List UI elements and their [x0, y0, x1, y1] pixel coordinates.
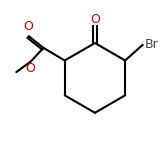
Text: O: O	[23, 20, 33, 33]
Text: Br: Br	[144, 38, 158, 51]
Text: O: O	[90, 13, 100, 26]
Text: O: O	[25, 62, 35, 75]
